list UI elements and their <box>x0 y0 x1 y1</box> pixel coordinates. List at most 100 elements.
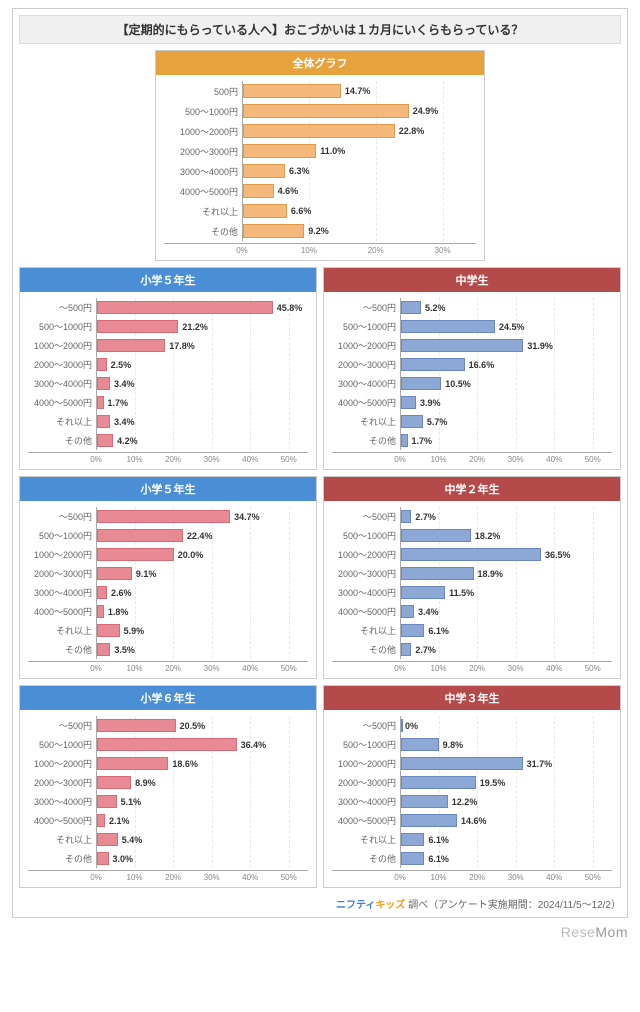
bar-area: 20.0% <box>96 545 308 564</box>
bar-value: 1.7% <box>412 436 433 446</box>
bar-area: 3.4% <box>96 374 308 393</box>
bar-row: 4000～5000円1.8% <box>28 602 308 621</box>
category-label: その他 <box>332 643 400 656</box>
bar <box>401 567 474 580</box>
bar-area: 6.3% <box>242 161 476 181</box>
chart-body: ～500円45.8%500～1000円21.2%1000～2000円17.8%2… <box>20 292 316 469</box>
chart-body: ～500円34.7%500～1000円22.4%1000～2000円20.0%2… <box>20 501 316 678</box>
bar-value: 2.7% <box>415 645 436 655</box>
category-label: 1000～2000円 <box>164 125 242 138</box>
bar-value: 34.7% <box>234 512 260 522</box>
category-label: 3000～4000円 <box>332 795 400 808</box>
survey-period: 調べ（アンケート実施期間：2024/11/5～12/2） <box>408 900 621 911</box>
bar-area: 20.5% <box>96 716 308 735</box>
bar <box>401 548 541 561</box>
bar-value: 5.2% <box>425 303 446 313</box>
page-title: 【定期的にもらっている人へ】おこづかいは１カ月にいくらもらっている？ <box>19 15 621 44</box>
x-axis: 0%10%20%30%40%50% <box>332 452 612 467</box>
bar-value: 5.1% <box>121 797 142 807</box>
bar-row: 500円14.7% <box>164 81 476 101</box>
bar-value: 45.8% <box>277 303 303 313</box>
bar-area: 3.0% <box>96 849 308 868</box>
bar <box>97 719 176 732</box>
bar-row: 4000～5000円2.1% <box>28 811 308 830</box>
elementary-chart: 小学６年生～500円20.5%500～1000円36.4%1000～2000円1… <box>19 685 317 888</box>
bar-value: 1.8% <box>108 607 129 617</box>
axis-tick: 50% <box>281 664 297 673</box>
axis-tick: 0% <box>394 455 406 464</box>
bar-value: 12.2% <box>452 797 478 807</box>
bar-area: 45.8% <box>96 298 308 317</box>
bar-row: 2000～3000円19.5% <box>332 773 612 792</box>
bar <box>97 434 113 447</box>
x-axis: 0%10%20%30%40%50% <box>332 870 612 885</box>
bar-row: 1000～2000円20.0% <box>28 545 308 564</box>
bar-value: 11.0% <box>320 146 345 156</box>
bar-area: 36.4% <box>96 735 308 754</box>
bar-row: 2000～3000円8.9% <box>28 773 308 792</box>
category-label: それ以上 <box>28 415 96 428</box>
bar-value: 6.6% <box>291 206 312 216</box>
bar-area: 2.7% <box>400 640 612 659</box>
bar <box>401 814 457 827</box>
bar <box>401 434 408 447</box>
bar-value: 6.3% <box>289 166 310 176</box>
bar-row: ～500円34.7% <box>28 507 308 526</box>
bar-area: 17.8% <box>96 336 308 355</box>
bar-row: 3000～4000円10.5% <box>332 374 612 393</box>
bar <box>401 396 416 409</box>
bar <box>401 320 495 333</box>
bar-value: 4.6% <box>278 186 299 196</box>
brand-nifty: ニフティ <box>336 900 375 911</box>
category-label: それ以上 <box>332 415 400 428</box>
bar-area: 16.6% <box>400 355 612 374</box>
axis-tick: 50% <box>281 455 297 464</box>
bar-area: 6.1% <box>400 621 612 640</box>
category-label: 500～1000円 <box>28 529 96 542</box>
bar-value: 18.6% <box>172 759 198 769</box>
bar-value: 3.9% <box>420 398 441 408</box>
bar <box>401 415 423 428</box>
category-label: 500～1000円 <box>28 738 96 751</box>
bar-value: 1.7% <box>108 398 129 408</box>
bar-area: 3.4% <box>400 602 612 621</box>
category-label: ～500円 <box>28 301 96 314</box>
bar-row: ～500円5.2% <box>332 298 612 317</box>
bar-row: 500～1000円18.2% <box>332 526 612 545</box>
bar-area: 2.5% <box>96 355 308 374</box>
category-label: 3000～4000円 <box>332 586 400 599</box>
category-label: その他 <box>28 434 96 447</box>
bar-area: 11.5% <box>400 583 612 602</box>
bar-row: 500～1000円21.2% <box>28 317 308 336</box>
bar-value: 14.7% <box>345 86 371 96</box>
axis-tick: 20% <box>165 664 181 673</box>
bar-value: 18.2% <box>475 531 501 541</box>
bar-value: 2.6% <box>111 588 132 598</box>
category-label: 500～1000円 <box>332 738 400 751</box>
bar-area: 4.6% <box>242 181 476 201</box>
bar-area: 18.2% <box>400 526 612 545</box>
axis-tick: 30% <box>508 873 524 882</box>
bar-value: 24.5% <box>499 322 525 332</box>
bar <box>401 377 441 390</box>
bar-area: 21.2% <box>96 317 308 336</box>
bar-area: 4.2% <box>96 431 308 450</box>
x-axis: 0%10%20%30%40%50% <box>28 452 308 467</box>
bar-area: 9.2% <box>242 221 476 241</box>
bar-area: 8.9% <box>96 773 308 792</box>
bar <box>243 224 304 238</box>
category-label: 500～1000円 <box>164 105 242 118</box>
chart-pair-row: 小学５年生～500円34.7%500～1000円22.4%1000～2000円2… <box>19 476 621 679</box>
bar <box>97 529 183 542</box>
bar-value: 2.5% <box>111 360 132 370</box>
bar-area: 14.7% <box>242 81 476 101</box>
bar-area: 0% <box>400 716 612 735</box>
bar-area: 9.8% <box>400 735 612 754</box>
bar-value: 0% <box>405 721 418 731</box>
category-label: その他 <box>28 643 96 656</box>
category-label: 2000～3000円 <box>332 358 400 371</box>
bar-area: 1.8% <box>96 602 308 621</box>
bar-area: 6.6% <box>242 201 476 221</box>
bar-row: 500～1000円9.8% <box>332 735 612 754</box>
chart-body: ～500円0%500～1000円9.8%1000～2000円31.7%2000～… <box>324 710 620 887</box>
